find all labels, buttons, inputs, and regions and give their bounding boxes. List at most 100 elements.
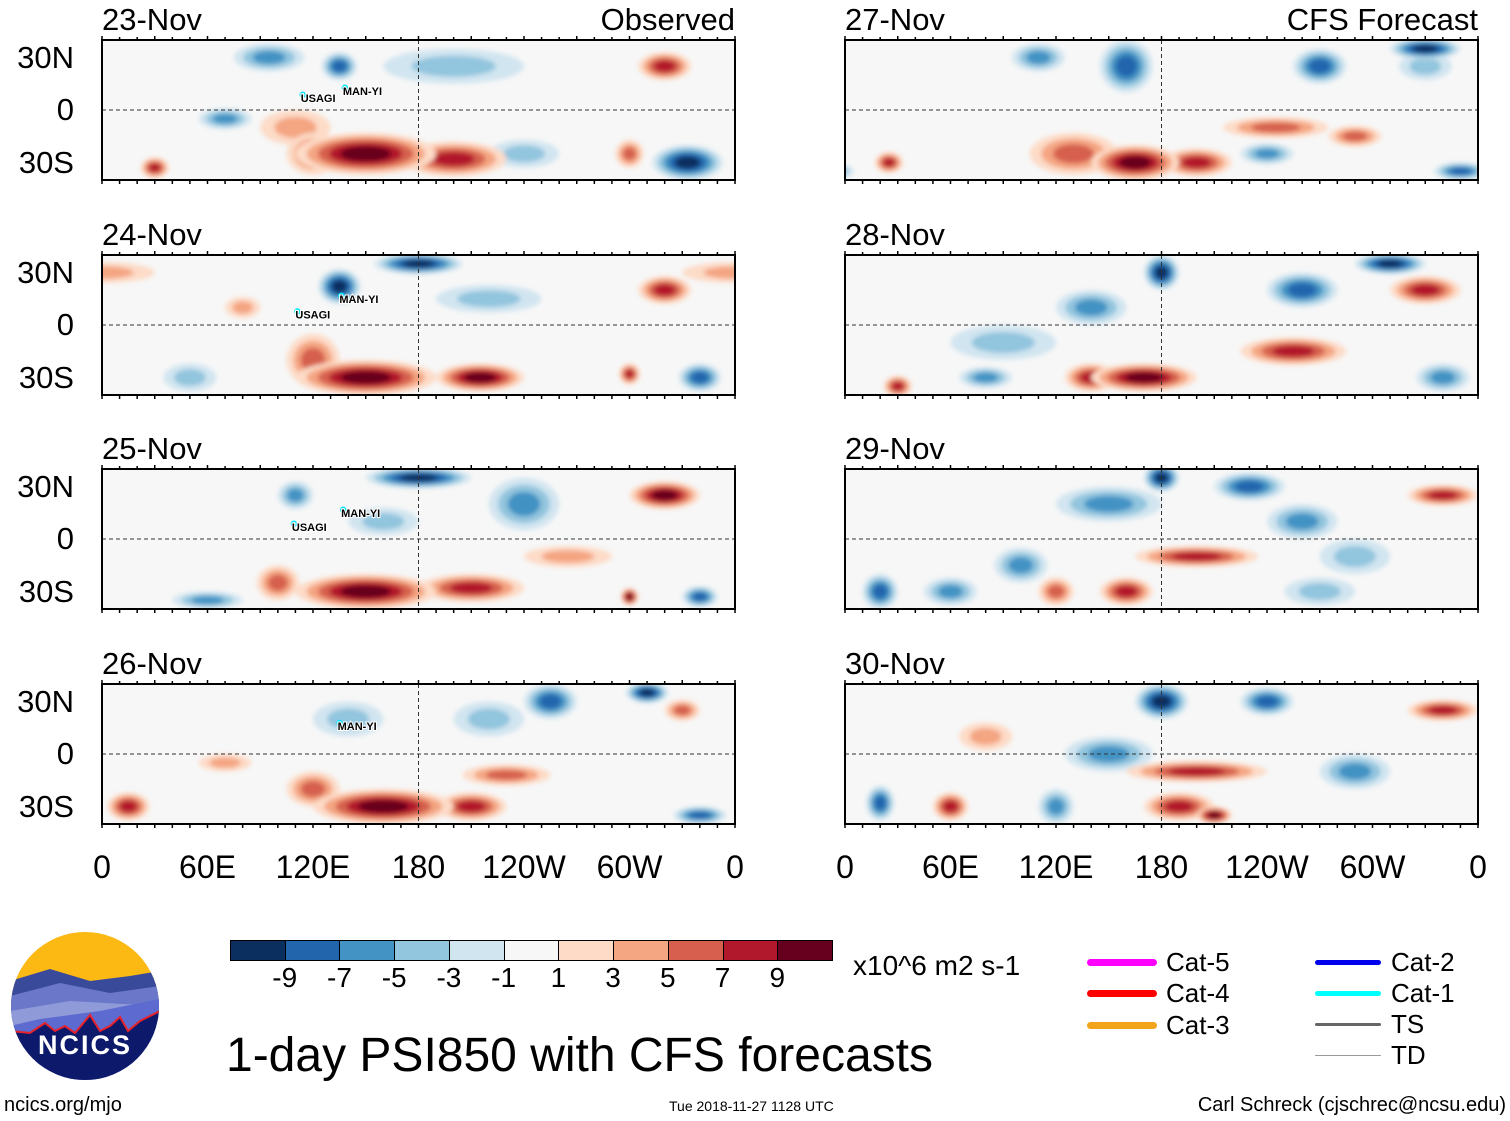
anomaly-contour	[432, 152, 475, 166]
storm-track-icon	[290, 520, 298, 527]
lat-label: 30N	[17, 254, 74, 290]
colorbar-swatch	[722, 940, 779, 961]
colorbar-tick-label: -7	[327, 962, 352, 993]
anomaly-contour	[340, 146, 392, 162]
anomaly-contour	[1115, 585, 1137, 598]
legend-line-cat-1	[1315, 990, 1381, 996]
storm-label: USAGI	[292, 522, 327, 534]
anomaly-contour	[340, 371, 392, 384]
anomaly-contour	[332, 60, 347, 72]
anomaly-contour	[973, 372, 998, 383]
lon-label: 0	[93, 849, 111, 885]
anomaly-contour	[1119, 156, 1151, 169]
anomaly-contour	[209, 757, 241, 768]
anomaly-contour	[1430, 370, 1456, 385]
anomaly-contour	[1251, 122, 1301, 133]
lon-label: 0	[1469, 849, 1487, 885]
anomaly-contour	[485, 770, 527, 780]
anomaly-contour	[1172, 552, 1222, 561]
footer-url[interactable]: ncics.org/mjo	[4, 1094, 122, 1116]
anomaly-contour	[625, 369, 634, 379]
anomaly-contour	[1412, 44, 1438, 53]
anomaly-contour	[1377, 259, 1403, 268]
colorbar-tick-label: 5	[660, 962, 676, 993]
anomaly-contour	[411, 55, 496, 77]
lon-label: 120W	[1225, 849, 1309, 885]
anomaly-contour	[674, 705, 691, 716]
map-panel-29-Nov	[844, 465, 1479, 613]
anomaly-contour	[691, 371, 709, 384]
anomaly-contour	[464, 372, 496, 383]
anomaly-contour	[1272, 345, 1315, 357]
lon-label: 120E	[275, 849, 351, 885]
colorbar-swatch	[503, 940, 560, 961]
colorbar-swatch	[230, 940, 286, 961]
anomaly-contour	[1309, 59, 1331, 74]
lon-label: 60E	[922, 849, 979, 885]
colorbar-tick-label: -1	[491, 962, 517, 993]
anomaly-contour	[892, 382, 904, 391]
colorbar-swatch	[613, 940, 669, 961]
anomaly-contour	[1342, 131, 1368, 142]
storm-track-icon	[294, 308, 301, 315]
anomaly-contour	[654, 284, 676, 296]
anomaly-contour	[539, 694, 561, 709]
colorbar-tick-label: 9	[769, 962, 786, 993]
anomaly-contour	[1182, 156, 1211, 169]
colorbar-tick-label: -3	[436, 962, 462, 993]
panel-date: 24-Nov	[102, 217, 202, 252]
forecast-label: CFS Forecast	[1286, 2, 1478, 37]
anomaly-contour	[507, 491, 541, 517]
colorbar-tick-label: 7	[714, 962, 731, 993]
anomaly-contour	[689, 811, 711, 819]
legend-line-ts	[1315, 1022, 1381, 1026]
storm-label: MAN-YI	[341, 508, 380, 520]
panel-date: 28-Nov	[845, 217, 945, 252]
map-panel-25-Nov: USAGI MAN-YI	[101, 465, 736, 613]
anomaly-contour	[1449, 167, 1471, 175]
map-panel-28-Nov	[844, 251, 1479, 399]
colorbar-swatch	[394, 940, 450, 961]
colorbar-tick-label: 1	[550, 962, 567, 993]
anomaly-contour	[102, 266, 134, 279]
anomaly-contour	[1008, 557, 1034, 574]
anomaly-contour	[450, 582, 493, 594]
observed-label: Observed	[600, 2, 735, 37]
anomaly-contour	[943, 800, 958, 813]
anomaly-contour	[1207, 812, 1221, 819]
lat-label: 30S	[18, 359, 74, 395]
legend-label: TS	[1391, 1009, 1425, 1039]
legend-label: Cat-2	[1391, 947, 1455, 977]
anomaly-contour	[874, 796, 886, 810]
anomaly-contour	[1409, 57, 1442, 75]
map-panel-26-Nov: MAN-YI	[101, 680, 736, 828]
lon-label: 0	[836, 849, 854, 885]
anomaly-contour	[1168, 767, 1225, 776]
anomaly-contour	[703, 266, 735, 279]
storm-label: MAN-YI	[339, 294, 378, 306]
anomaly-contour	[300, 780, 326, 798]
anomaly-contour	[1428, 491, 1457, 500]
lon-label: 180	[1134, 849, 1189, 885]
legend-line-cat-4	[1087, 989, 1157, 997]
anomaly-contour	[358, 800, 409, 813]
anomaly-contour	[541, 550, 595, 563]
legend-line-cat-3	[1087, 1021, 1157, 1029]
anomaly-contour	[674, 156, 701, 169]
lon-label: 0	[726, 849, 744, 885]
anomaly-contour	[1338, 763, 1372, 780]
panel-date: 25-Nov	[102, 431, 202, 466]
anomaly-contour	[1124, 372, 1163, 383]
anomaly-contour	[287, 488, 304, 502]
lat-label: 0	[56, 307, 74, 342]
colorbar-swatch	[558, 940, 615, 961]
panel-date: 26-Nov	[102, 646, 202, 681]
anomaly-contour	[1333, 546, 1377, 567]
map-panel-24-Nov: USAGI MAN-YI	[101, 251, 736, 399]
colorbar-tick-label: -9	[272, 962, 298, 993]
colorbar-swatch	[284, 940, 341, 961]
logo-text: NCICS	[38, 1030, 132, 1060]
anomaly-contour	[1288, 283, 1317, 297]
anomaly-contour	[1254, 148, 1280, 159]
anomaly-contour	[883, 158, 895, 167]
